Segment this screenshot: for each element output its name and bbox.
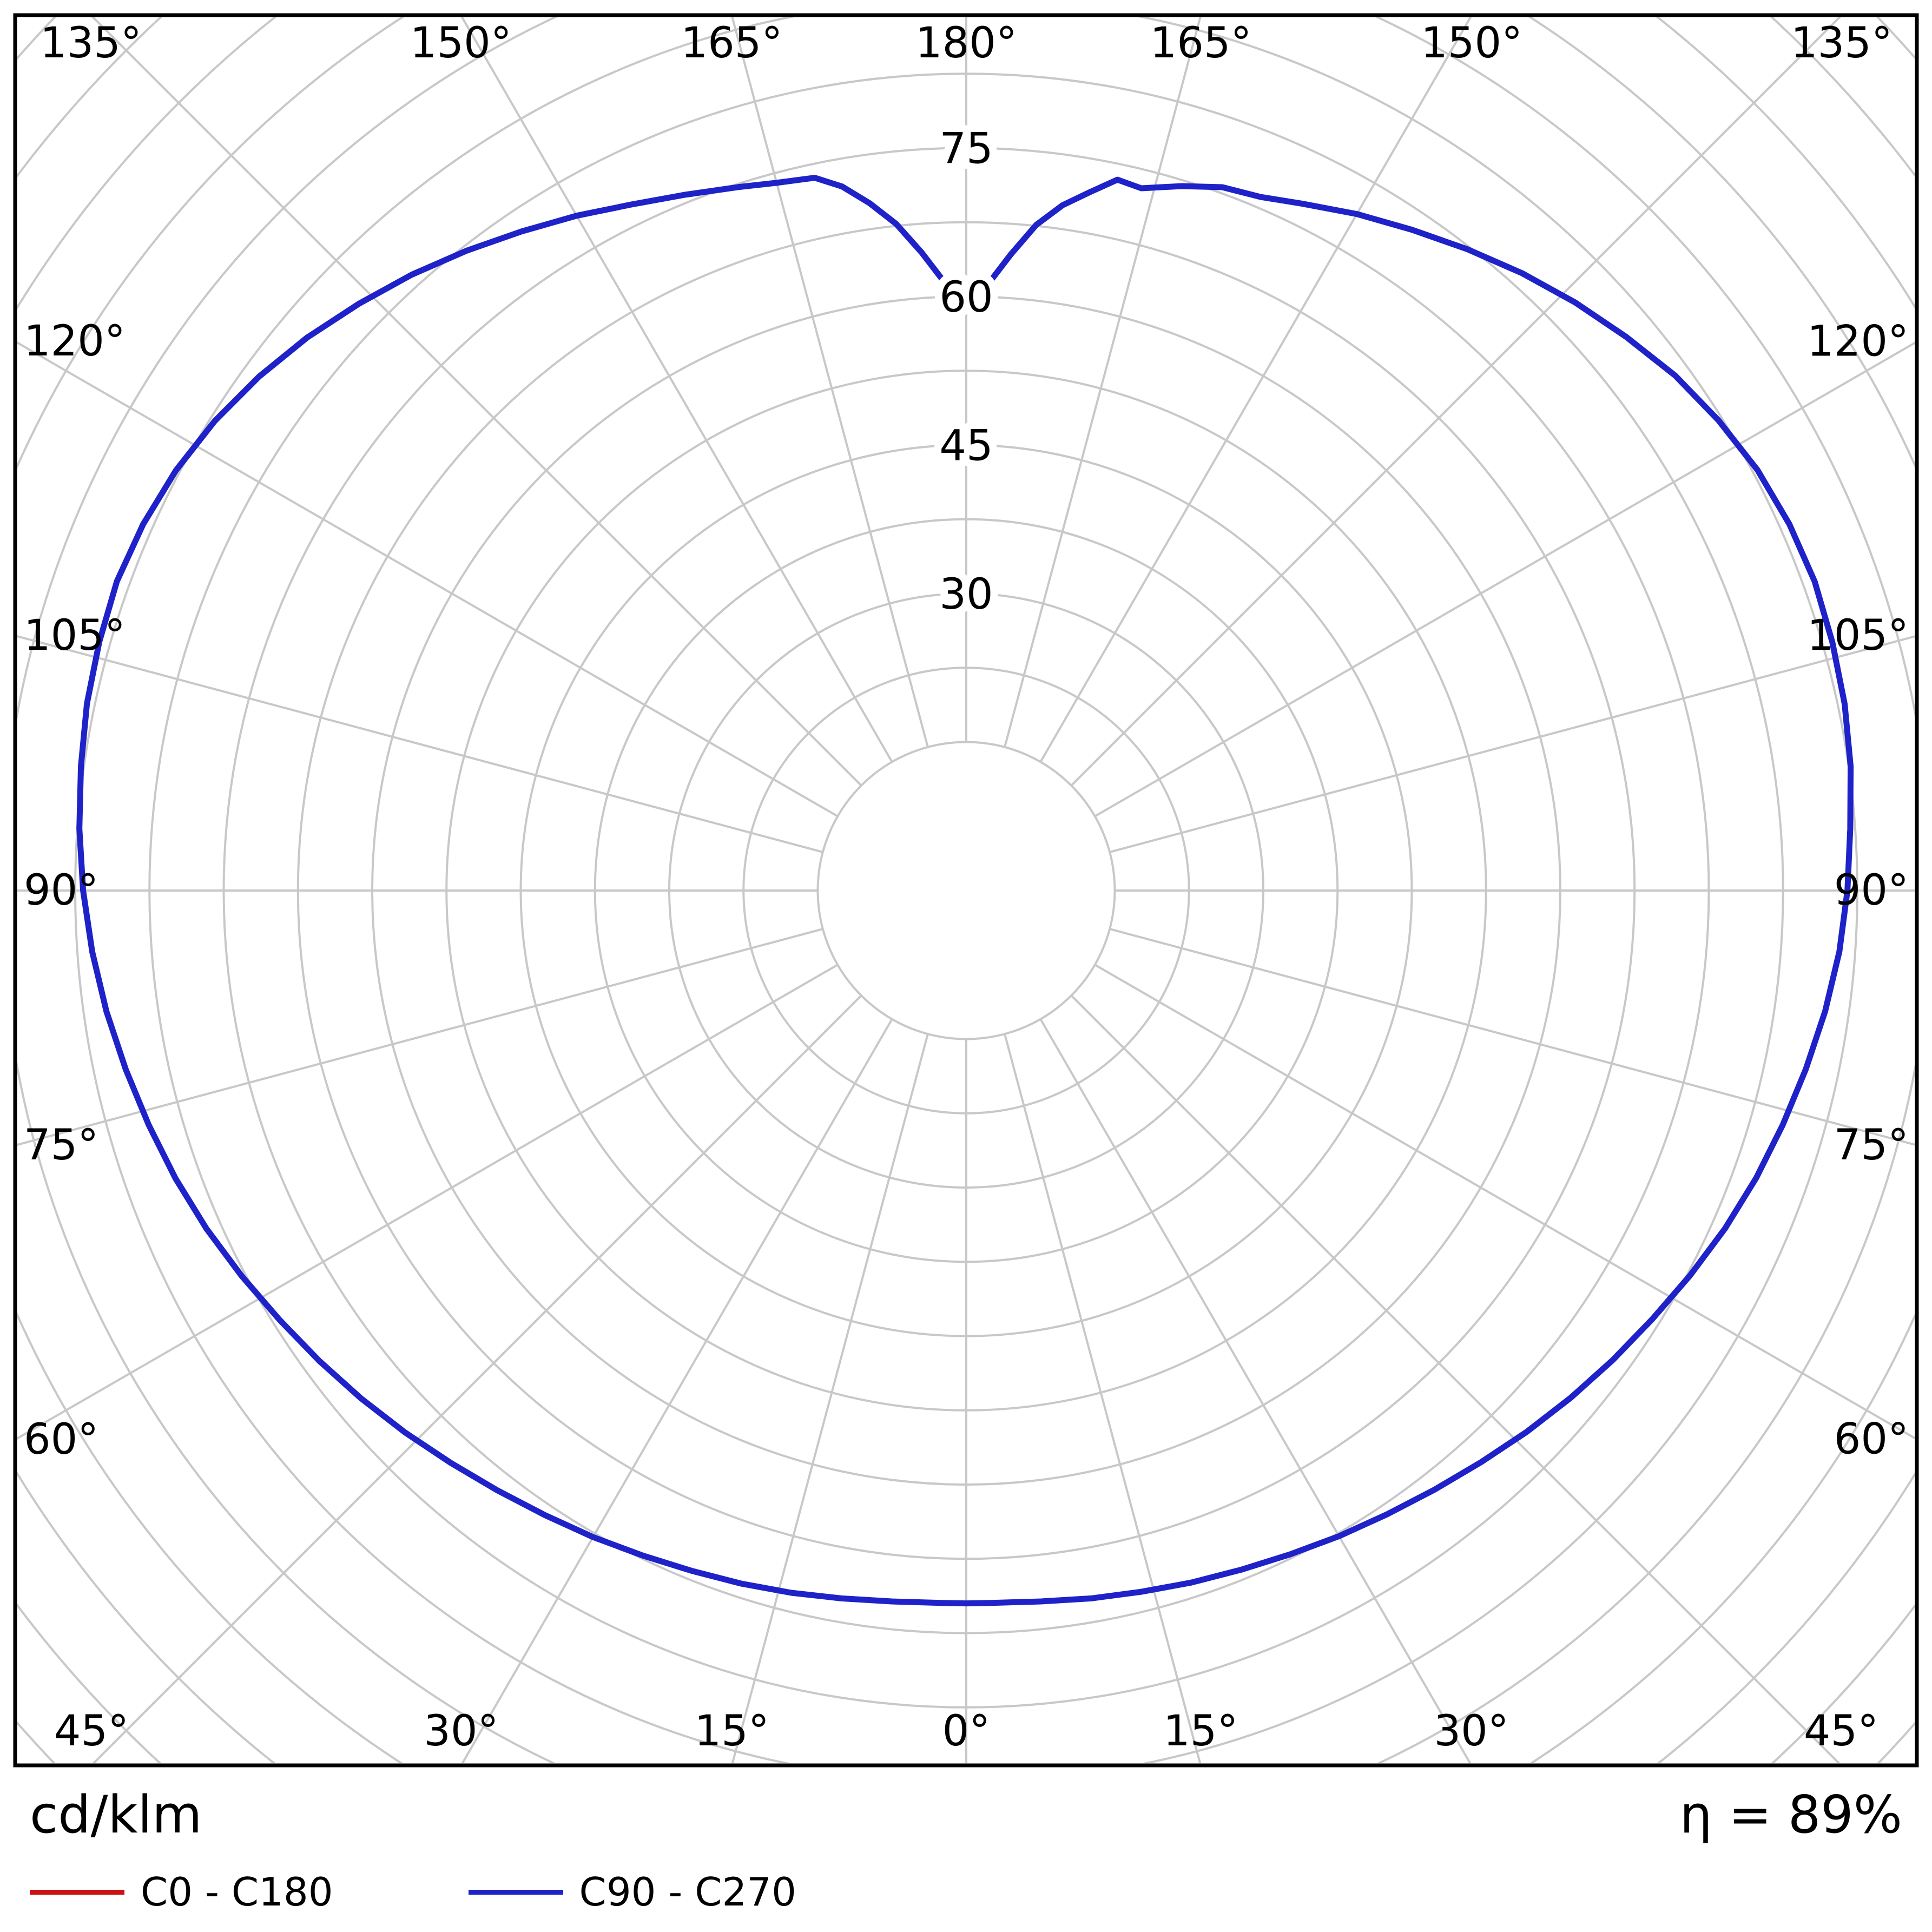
grid-spoke (1039, 17, 1472, 763)
angle-label: 60° (1834, 1415, 1909, 1463)
angle-label: 105° (1807, 611, 1909, 660)
grid-spoke (1004, 1033, 1202, 1763)
angle-label: 135° (40, 19, 142, 68)
plot-border (13, 13, 1919, 1768)
legend-label-c90: C90 - C270 (579, 1869, 796, 1915)
grid-spoke (17, 341, 839, 817)
legend-line-c90-icon (468, 1889, 563, 1895)
angle-label: 90° (24, 866, 98, 915)
angle-label: 105° (24, 611, 126, 660)
radial-tick-label: 30 (939, 570, 993, 619)
grid-spoke (91, 17, 862, 787)
grid-spoke (1004, 17, 1202, 748)
angle-label: 15° (695, 1707, 769, 1756)
grid-spoke (460, 17, 893, 763)
curve-C90-C270 (76, 175, 1854, 1607)
radial-tick-label: 45 (939, 422, 993, 471)
grid-circle (816, 741, 1116, 1040)
angle-label: 120° (1807, 318, 1909, 366)
grid-spoke (461, 1018, 893, 1763)
grid-spoke (1094, 341, 1915, 817)
grid-spoke (1109, 635, 1915, 853)
grid-spoke (17, 635, 823, 853)
legend-label-c0: C0 - C180 (141, 1869, 333, 1915)
legend-line-c0-icon (30, 1889, 124, 1895)
angle-label: 120° (24, 317, 126, 366)
grid-spoke (731, 17, 929, 748)
angle-label: 30° (1434, 1707, 1508, 1756)
angle-label: 45° (1804, 1707, 1878, 1756)
units-label: cd/klm (30, 1785, 202, 1845)
angle-label: 150° (410, 19, 512, 68)
angle-label: 75° (1834, 1121, 1909, 1170)
angle-label: 30° (424, 1707, 498, 1756)
grid-spoke (731, 1033, 929, 1763)
efficiency-label: η = 89% (1679, 1785, 1902, 1845)
grid-spoke (1109, 928, 1915, 1146)
angle-label: 150° (1421, 19, 1522, 68)
angle-label: 15° (1163, 1707, 1238, 1756)
angle-label: 0° (942, 1707, 991, 1756)
grid-spoke (1094, 964, 1915, 1440)
angle-label: 165° (1150, 19, 1252, 68)
angle-label: 180° (915, 19, 1017, 68)
radial-tick-label: 60 (939, 273, 993, 322)
grid-spoke (17, 964, 839, 1440)
grid-spoke (1039, 1018, 1472, 1763)
angle-label: 165° (681, 19, 783, 68)
angle-label: 135° (1791, 19, 1893, 68)
angle-label: 90° (1834, 866, 1909, 915)
angle-label: 75° (24, 1121, 98, 1170)
grid-spoke (1070, 17, 1841, 787)
grid-spoke (17, 928, 823, 1146)
angle-label: 45° (54, 1707, 129, 1756)
angle-label: 60° (24, 1415, 98, 1464)
radial-tick-label: 75 (939, 125, 993, 174)
legend: C0 - C180 C90 - C270 (30, 1869, 796, 1915)
